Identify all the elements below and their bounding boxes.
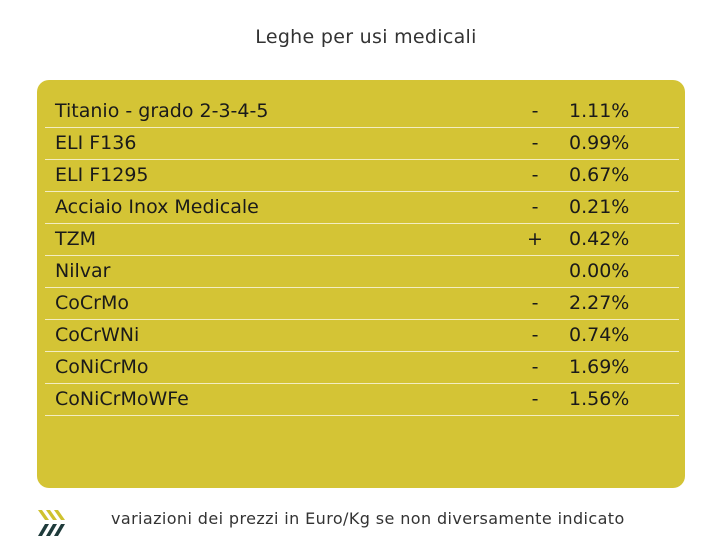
logo-stripe-dark-3 [54, 524, 65, 536]
change-percent: 1.56% [569, 388, 630, 410]
change-sign: - [531, 324, 539, 346]
price-table-panel: Titanio - grado 2-3-4-5 - 1.11% ELI F136 - 0.… [37, 80, 685, 488]
table-row: CoNiCrMo - 1.69% [45, 352, 679, 384]
change-sign: - [531, 388, 539, 410]
table-row: Nilvar 0.00% [45, 256, 679, 288]
table-row: CoCrWNi - 0.74% [45, 320, 679, 352]
alloy-name: ELI F1295 [55, 164, 149, 186]
change-percent: 1.11% [569, 100, 630, 122]
table-row: TZM +0.42% [45, 224, 679, 256]
change-sign: - [531, 292, 539, 314]
logo-stripe-dark-1 [38, 524, 49, 536]
stripes-logo-icon [38, 510, 65, 536]
alloy-name: CoCrMo [55, 292, 129, 314]
logo-stripe-dark-2 [46, 524, 57, 536]
change-sign: - [531, 132, 539, 154]
change-percent: 0.99% [569, 132, 630, 154]
change-sign: - [531, 196, 539, 218]
change-percent: 2.27% [569, 292, 630, 314]
footer-note: variazioni dei prezzi in Euro/Kg se non … [111, 509, 625, 528]
change-percent: 0.74% [569, 324, 630, 346]
alloy-name: CoCrWNi [55, 324, 140, 346]
page-title: Leghe per usi medicali [255, 26, 477, 48]
alloy-name: Titanio - grado 2-3-4-5 [55, 100, 269, 122]
change-sign: - [531, 356, 539, 378]
table-row: Titanio - grado 2-3-4-5 - 1.11% [45, 96, 679, 128]
table-row: CoNiCrMoWFe - 1.56% [45, 384, 679, 416]
alloy-name: CoNiCrMoWFe [55, 388, 189, 410]
alloy-name: CoNiCrMo [55, 356, 149, 378]
alloy-name: Nilvar [55, 260, 111, 282]
table-row: CoCrMo - 2.27% [45, 288, 679, 320]
table-row: ELI F1295 - 0.67% [45, 160, 679, 192]
change-sign: - [531, 164, 539, 186]
change-percent: 0.00% [569, 260, 630, 282]
change-percent: 1.69% [569, 356, 630, 378]
change-sign: + [527, 228, 543, 250]
table-row: Acciaio Inox Medicale - 0.21% [45, 192, 679, 224]
alloy-name: ELI F136 [55, 132, 137, 154]
change-percent: 0.42% [569, 228, 630, 250]
table-row: ELI F136 - 0.99% [45, 128, 679, 160]
logo-stripe-yellow-1 [38, 510, 49, 520]
price-table: Titanio - grado 2-3-4-5 - 1.11% ELI F136 - 0.… [45, 96, 679, 416]
alloy-name: Acciaio Inox Medicale [55, 196, 259, 218]
change-sign: - [531, 100, 539, 122]
change-percent: 0.21% [569, 196, 630, 218]
change-percent: 0.67% [569, 164, 630, 186]
alloy-name: TZM [55, 228, 97, 250]
logo-stripe-yellow-2 [46, 510, 57, 520]
logo-stripe-yellow-3 [54, 510, 65, 520]
